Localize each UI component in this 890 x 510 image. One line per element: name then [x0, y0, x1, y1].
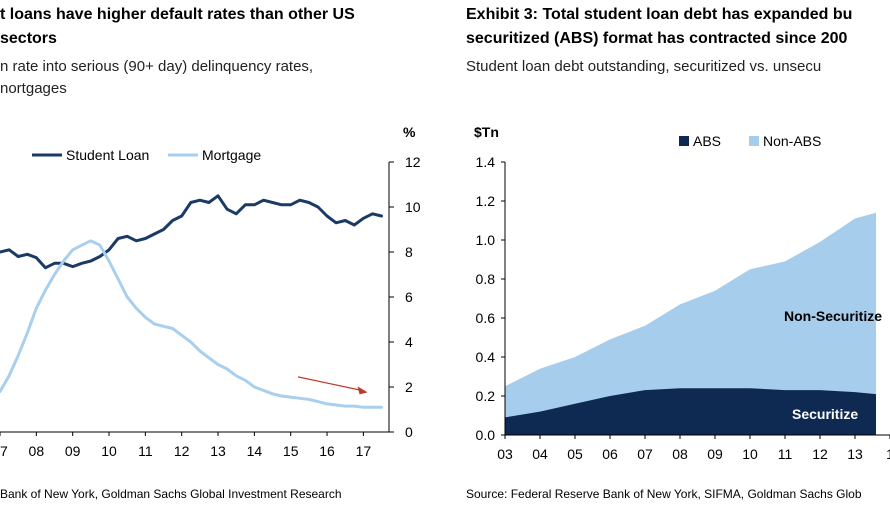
left-legend-label: Student Loan: [66, 147, 149, 163]
left-y-tick-label: 8: [405, 244, 413, 260]
right-x-tick-label: 11: [778, 446, 793, 462]
left-subtitle-line2: nortgages: [0, 80, 67, 97]
left-title-line1: t loans have higher default rates than o…: [0, 6, 355, 23]
left-x-tick-label: 08: [29, 443, 45, 459]
right-x-tick-label: 05: [567, 446, 583, 462]
right-title-line1: Exhibit 3: Total student loan debt has e…: [466, 6, 853, 23]
arrow-head-icon: [357, 386, 368, 395]
left-x-tick-label: 14: [247, 443, 263, 459]
left-subtitle-line1: n rate into serious (90+ day) delinquenc…: [0, 58, 314, 75]
left-x-tick-label: 15: [283, 443, 299, 459]
right-x-tick-label: 1: [886, 446, 890, 462]
right-y-tick-label: 0.0: [476, 427, 496, 443]
left-title-line2: sectors: [0, 30, 57, 47]
left-x-tick-label: 10: [101, 443, 117, 459]
right-x-tick-label: 03: [497, 446, 513, 462]
left-x-tick-label: 16: [319, 443, 335, 459]
left-y-unit: %: [403, 124, 416, 140]
right-y-tick-label: 0.2: [476, 388, 496, 404]
right-x-tick-label: 12: [812, 446, 828, 462]
left-x-tick-label: 09: [65, 443, 81, 459]
right-x-tick-label: 06: [602, 446, 618, 462]
non-securitized-area-label: Non-Securitize: [784, 308, 882, 324]
left-x-tick-label: 11: [138, 443, 153, 459]
left-y-tick-label: 2: [405, 379, 413, 395]
right-title-line2: securitized (ABS) format has contracted …: [466, 30, 848, 47]
downward-arrow-line: [297, 376, 362, 391]
right-x-tick-label: 08: [672, 446, 688, 462]
right-x-tick-label: 13: [847, 446, 863, 462]
right-legend-label: Non-ABS: [763, 133, 821, 149]
non-abs-area: [505, 212, 876, 435]
right-source: Source: Federal Reserve Bank of New York…: [466, 487, 862, 501]
student-loan-line: [0, 194, 383, 270]
right-y-tick-label: 0.6: [476, 310, 496, 326]
right-legend-swatch: [679, 136, 689, 146]
left-x-tick-label: 17: [356, 443, 372, 459]
left-x-tick-label: 13: [210, 443, 226, 459]
right-subtitle: Student loan debt outstanding, securitiz…: [466, 58, 822, 75]
right-area-chart: 0.0 0.2 0.4 0.6 0.8 1.0 1.2 1.4 03 04 05 06 07 08 09 10…: [476, 133, 890, 462]
left-y-tick-label: 0: [405, 424, 413, 440]
right-y-tick-label: 0.4: [476, 349, 496, 365]
abs-area: [505, 388, 876, 435]
securitized-area-label: Securitize: [792, 406, 858, 422]
right-legend-swatch: [749, 136, 759, 146]
left-y-tick-label: 4: [405, 334, 413, 350]
right-x-tick-label: 10: [742, 446, 758, 462]
right-x-tick-label: 09: [707, 446, 723, 462]
right-x-tick-label: 04: [532, 446, 548, 462]
mortgage-line: [0, 239, 383, 409]
right-legend-label: ABS: [693, 133, 721, 149]
left-x-tick-label: 7: [0, 443, 8, 459]
right-x-tick-label: 07: [637, 446, 653, 462]
right-y-unit: $Tn: [474, 124, 499, 140]
right-y-tick-label: 0.8: [476, 271, 496, 287]
left-y-tick-label: 6: [405, 289, 413, 305]
right-y-tick-label: 1.0: [476, 232, 496, 248]
left-source: Bank of New York, Goldman Sachs Global I…: [0, 487, 342, 501]
left-legend-label: Mortgage: [202, 147, 261, 163]
right-y-tick-label: 1.4: [476, 154, 496, 170]
left-y-tick-label: 10: [405, 199, 421, 215]
right-y-tick-label: 1.2: [476, 193, 496, 209]
left-x-tick-label: 12: [174, 443, 190, 459]
left-line-chart: 0 2 4 6 8 10 12 7 08 09 10 11 12 13 14 15 16 17 Student Lo…: [0, 147, 421, 459]
left-y-tick-label: 12: [405, 154, 421, 170]
